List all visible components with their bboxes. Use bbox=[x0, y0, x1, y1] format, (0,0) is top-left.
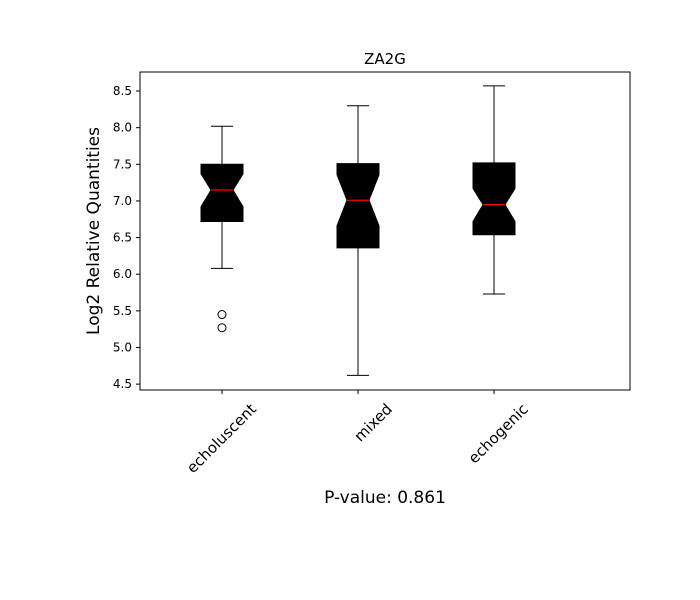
x-axis-label: P-value: 0.861 bbox=[324, 488, 446, 508]
box-group-echoluscent bbox=[200, 125, 244, 333]
notched-box bbox=[472, 162, 516, 236]
y-tick-label: 6.5 bbox=[113, 231, 132, 245]
y-tick-label: 5.5 bbox=[113, 304, 132, 318]
notched-box bbox=[336, 163, 380, 249]
y-tick-label: 7.5 bbox=[113, 157, 132, 171]
plot-area bbox=[200, 85, 516, 376]
y-axis-label: Log2 Relative Quantities bbox=[84, 127, 104, 335]
chart-title: ZA2G bbox=[364, 50, 406, 68]
y-tick-label: 7.0 bbox=[113, 194, 132, 208]
y-tick-label: 4.5 bbox=[113, 377, 132, 391]
box-group-echogenic bbox=[472, 85, 516, 295]
y-tick-label: 6.0 bbox=[113, 267, 132, 281]
axes-frame bbox=[139, 71, 631, 391]
outlier-point bbox=[217, 310, 227, 320]
y-tick-label: 8.5 bbox=[113, 84, 132, 98]
y-tick-label: 5.0 bbox=[113, 341, 132, 355]
outlier-point bbox=[217, 323, 227, 333]
y-axis: 4.5 5.0 5.5 6.0 6.5 7.0 7.5 8.0 8.5 bbox=[113, 84, 140, 391]
box-group-mixed bbox=[336, 105, 380, 376]
y-tick-label: 8.0 bbox=[113, 121, 132, 135]
notched-box bbox=[200, 163, 244, 222]
